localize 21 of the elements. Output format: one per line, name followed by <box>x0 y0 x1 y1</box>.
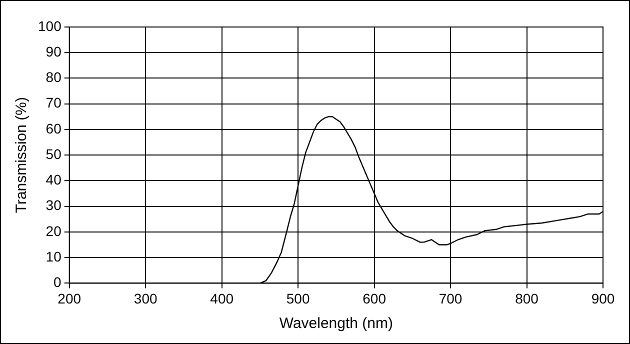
y-tick-label: 30 <box>46 197 62 214</box>
y-tick-label: 70 <box>46 94 62 111</box>
y-tick-label: 20 <box>46 222 62 239</box>
y-axis-title: Transmission (%) <box>13 97 30 214</box>
x-tick-label: 200 <box>58 290 82 306</box>
x-tick-label: 700 <box>438 290 462 306</box>
x-tick-label: 300 <box>134 290 158 306</box>
y-tick-label: 100 <box>38 18 62 34</box>
x-tick-label: 800 <box>515 290 539 306</box>
y-tick-label: 80 <box>46 69 62 86</box>
y-tick-label: 10 <box>46 248 62 264</box>
y-tick-label: 0 <box>54 274 62 290</box>
x-axis-title: Wavelength (nm) <box>279 315 394 332</box>
x-tick-label: 600 <box>362 290 386 306</box>
x-tick-label: 900 <box>591 290 615 306</box>
y-tick-label: 60 <box>46 120 62 136</box>
y-tick-label: 50 <box>46 146 62 162</box>
x-tick-label: 500 <box>286 290 310 306</box>
x-tick-label: 400 <box>210 290 234 306</box>
y-tick-label: 40 <box>46 172 62 188</box>
y-tick-label: 90 <box>46 43 62 60</box>
